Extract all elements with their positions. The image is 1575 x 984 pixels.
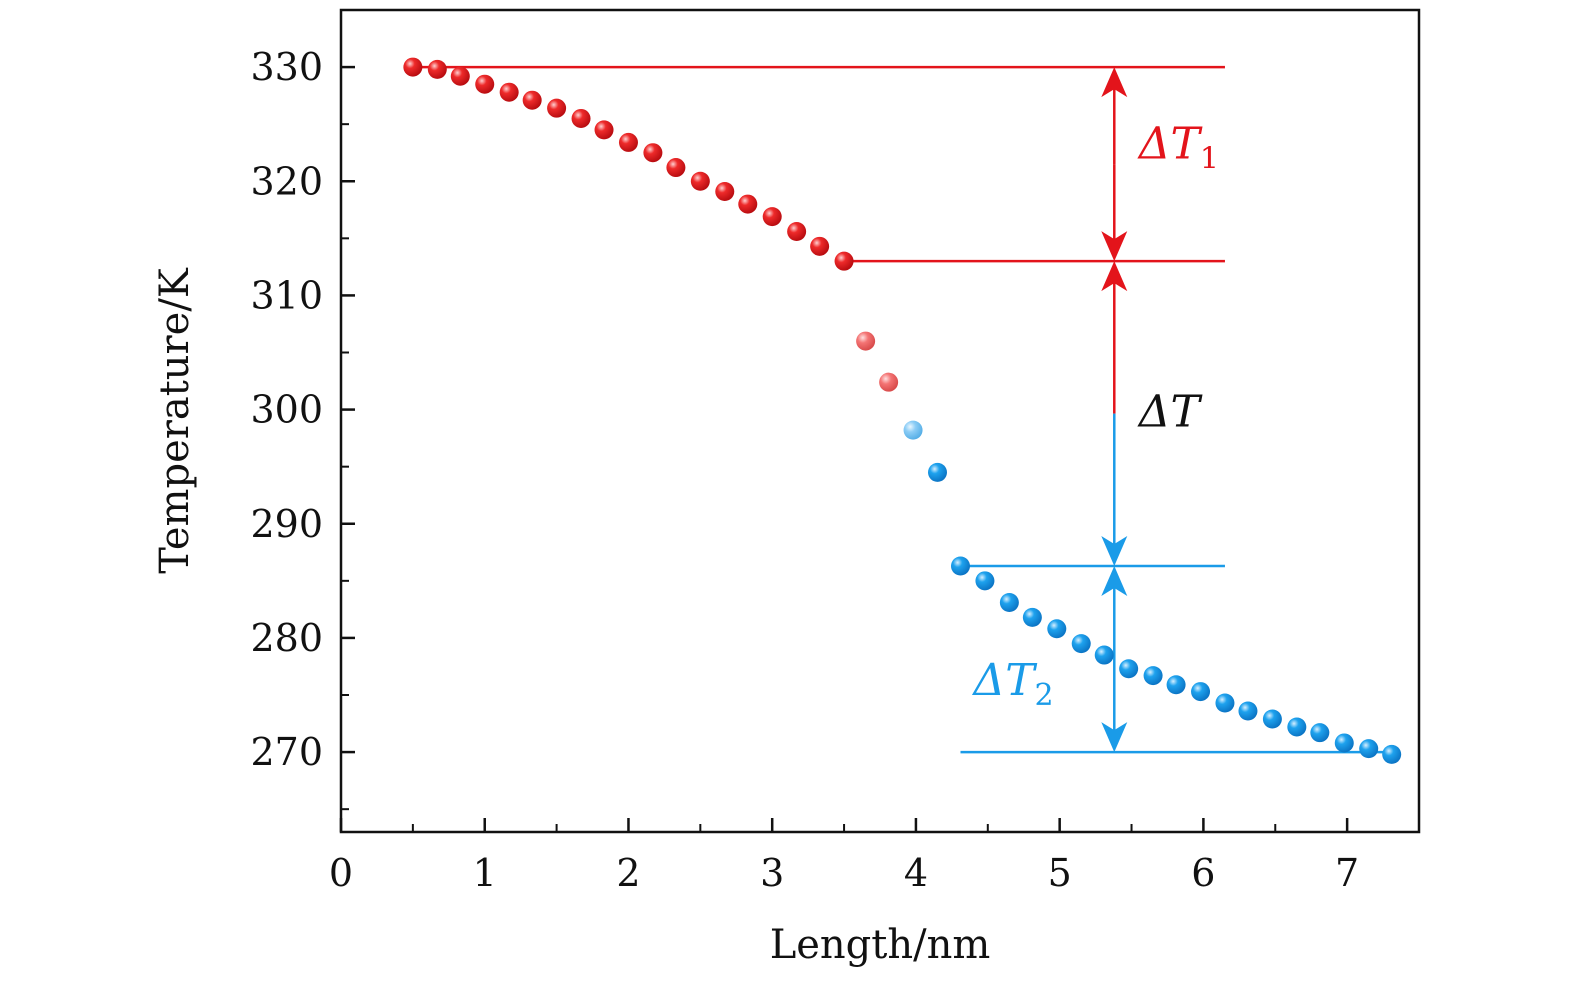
x-tick-label: 5: [1048, 851, 1072, 895]
data-point-cold: [999, 593, 1019, 613]
data-point-cold: [1022, 607, 1042, 627]
data-point-hot: [450, 66, 470, 86]
data-point-hot: [571, 108, 591, 128]
x-tick-label: 6: [1191, 851, 1215, 895]
data-point-cold: [975, 571, 995, 591]
arrow-head: [1101, 535, 1128, 566]
data-point-hot: [594, 120, 614, 140]
annotation-label: ΔT1: [1137, 118, 1219, 176]
data-point-hot: [834, 251, 854, 271]
data-point-hot: [403, 57, 423, 77]
data-point-hot: [715, 182, 735, 202]
arrow-head: [1101, 261, 1128, 292]
data-point-hot: [690, 171, 710, 191]
data-point-hot: [499, 82, 519, 102]
data-point-cold: [1334, 733, 1354, 753]
annotation-subscript: 2: [1035, 678, 1054, 713]
data-point-hot: [475, 74, 495, 94]
data-point-hot: [666, 158, 686, 178]
data-point-hot: [787, 221, 807, 241]
y-axis: 270 280 290 300 310 320 330: [250, 9, 355, 811]
data-point-hot: [618, 132, 638, 152]
plot-frame: [339, 8, 1421, 834]
annotation-label: ΔT2: [971, 655, 1053, 713]
data-points: [403, 57, 1402, 764]
data-point-cold: [1287, 717, 1307, 737]
data-point-cold: [1191, 682, 1211, 702]
x-tick-label: 0: [329, 851, 353, 895]
delta-arrows: [1101, 67, 1128, 753]
annotation-symbol: ΔT: [1137, 118, 1204, 169]
y-tick-label: 310: [250, 273, 323, 317]
y-tick-label: 270: [250, 730, 323, 774]
annotation-symbol: ΔT: [1137, 387, 1204, 438]
x-tick-label: 1: [473, 851, 497, 895]
y-tick-label: 290: [250, 502, 323, 546]
x-axis-title: Length/nm: [770, 922, 991, 968]
y-axis-title: Temperature/K: [152, 267, 198, 574]
data-point-hot: [522, 90, 542, 110]
y-tick-label: 320: [250, 159, 323, 203]
data-point-cold: [1262, 709, 1282, 729]
data-point-cold: [1071, 634, 1091, 654]
x-tick-label: 3: [760, 851, 784, 895]
data-point-cold: [1310, 723, 1330, 743]
annotation-label: ΔT: [1137, 387, 1204, 438]
data-point-hot: [643, 143, 663, 163]
data-point-hot: [762, 207, 782, 227]
reference-lines: [412, 65, 1392, 754]
data-point-cold-transition: [903, 420, 923, 440]
data-point-cold: [1166, 675, 1186, 695]
data-point-cold: [1359, 739, 1379, 759]
data-point-cold: [950, 556, 970, 576]
arrow-head: [1101, 565, 1128, 596]
y-tick-label: 330: [250, 45, 323, 89]
data-point-cold: [1094, 645, 1114, 665]
data-point-hot-transition: [856, 331, 876, 351]
data-point-cold: [1047, 619, 1067, 639]
data-point-hot: [738, 194, 758, 214]
data-point-cold: [1119, 659, 1139, 679]
x-tick-label: 4: [904, 851, 928, 895]
data-point-hot: [547, 98, 567, 118]
data-point-cold: [927, 462, 947, 482]
data-point-cold: [1143, 666, 1163, 686]
annotation-symbol: ΔT: [971, 655, 1038, 706]
data-point-cold: [1238, 701, 1258, 721]
y-tick-label: 300: [250, 388, 323, 432]
arrow-head: [1101, 722, 1128, 753]
arrow-head: [1101, 67, 1128, 98]
data-point-hot: [810, 236, 830, 256]
x-tick-label: 7: [1335, 851, 1359, 895]
data-point-hot-transition: [879, 372, 899, 392]
data-point-hot: [427, 59, 447, 79]
y-tick-label: 280: [250, 616, 323, 660]
arrow-head: [1101, 231, 1128, 262]
annotation-subscript: 1: [1200, 141, 1219, 176]
data-point-cold: [1382, 744, 1402, 764]
x-axis: 0 1 2 3 4 5 6 7: [329, 818, 1359, 895]
x-tick-label: 2: [616, 851, 640, 895]
data-point-cold: [1215, 693, 1235, 713]
